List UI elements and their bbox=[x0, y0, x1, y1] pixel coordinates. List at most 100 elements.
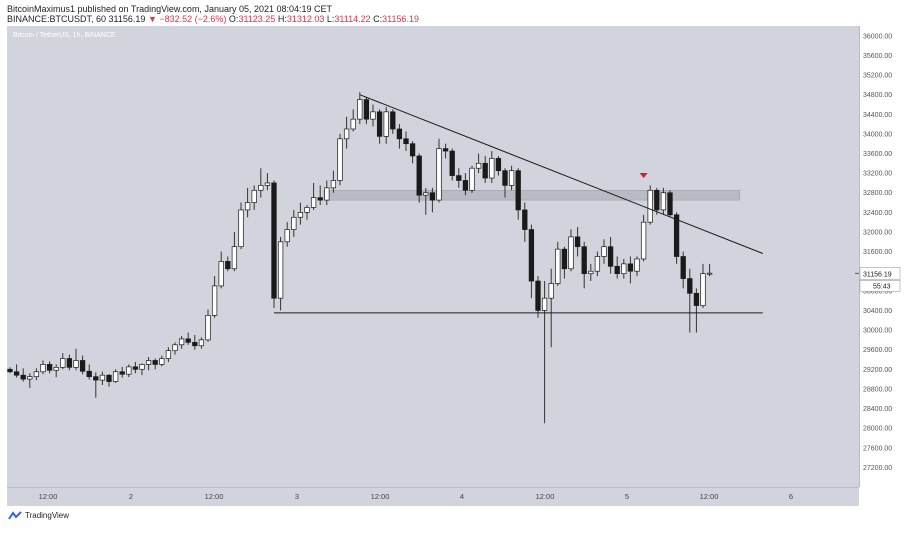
last-price-badge bbox=[859, 267, 901, 280]
high-label: H: bbox=[277, 14, 287, 24]
candle-body bbox=[238, 209, 244, 248]
candle-body bbox=[581, 246, 587, 275]
candle-body bbox=[284, 229, 290, 243]
price-tick-label: 27600.00 bbox=[863, 445, 892, 452]
candle-body bbox=[660, 192, 667, 211]
time-tick-label: 4 bbox=[460, 492, 464, 501]
price-tick-label: 29600.00 bbox=[863, 347, 892, 354]
candle-body bbox=[370, 111, 376, 120]
candle-body bbox=[555, 248, 561, 284]
candle-body bbox=[126, 366, 132, 375]
time-tick-label: 12:00 bbox=[371, 492, 390, 501]
ohlc-bar: BINANCE:BTCUSDT, 60 31156.19 ▼ −832.52 (… bbox=[7, 14, 419, 24]
price-tick-label: 28000.00 bbox=[863, 426, 892, 433]
last-price-badge-text: 31156.19 bbox=[863, 271, 892, 278]
candle-body bbox=[396, 128, 403, 140]
price-tick-label: 31600.00 bbox=[863, 249, 892, 256]
candle-body bbox=[416, 155, 422, 196]
candle-body bbox=[436, 148, 442, 201]
price-tick-label: 34800.00 bbox=[863, 92, 892, 99]
tradingview-brand: TradingView bbox=[25, 511, 70, 520]
time-axis[interactable] bbox=[7, 487, 859, 506]
candle-body bbox=[79, 360, 86, 372]
publish-info: BitcoinMaximus1 published on TradingView… bbox=[7, 4, 332, 14]
candle-body bbox=[495, 158, 502, 172]
price-badges: 31156.19 55:43 bbox=[855, 267, 901, 292]
low-label: L: bbox=[326, 14, 335, 24]
symbol-pair: BINANCE:BTCUSDT, 60 bbox=[7, 14, 107, 24]
candle-body bbox=[594, 256, 601, 272]
candle-body bbox=[93, 376, 99, 381]
candle-body bbox=[403, 138, 409, 145]
candle-body bbox=[297, 212, 304, 218]
price-tick-label: 33600.00 bbox=[863, 151, 892, 158]
candle-body bbox=[251, 189, 257, 203]
candle-body bbox=[86, 370, 92, 378]
descending-trendline bbox=[359, 94, 763, 254]
time-tick-label: 3 bbox=[295, 492, 299, 501]
candle-body bbox=[185, 338, 191, 343]
candle-body bbox=[423, 192, 429, 196]
candle-body bbox=[33, 371, 40, 378]
candle-body bbox=[687, 278, 693, 294]
candle-body bbox=[568, 236, 574, 270]
candle-body bbox=[350, 118, 356, 130]
candle-body bbox=[13, 371, 20, 376]
candle-body bbox=[159, 358, 165, 365]
price-tick-label: 28800.00 bbox=[863, 386, 892, 393]
price-tick-label: 34000.00 bbox=[863, 131, 892, 138]
candle-body bbox=[647, 189, 653, 223]
candle-body bbox=[429, 192, 436, 201]
candle-body bbox=[106, 374, 112, 382]
candle-body bbox=[304, 207, 310, 213]
candle-body bbox=[621, 263, 627, 275]
candle-body bbox=[225, 261, 231, 270]
candle-body bbox=[667, 192, 673, 216]
candle-body bbox=[700, 273, 706, 306]
candle-body bbox=[211, 285, 218, 316]
price-tick-label: 35200.00 bbox=[863, 73, 892, 80]
trendlines-layer bbox=[274, 94, 763, 314]
candle-body bbox=[20, 374, 26, 380]
candle-body bbox=[205, 315, 211, 341]
time-tick-label: 12:00 bbox=[536, 492, 555, 501]
candle-body bbox=[502, 170, 508, 186]
candle-body bbox=[442, 148, 449, 152]
candle-body bbox=[66, 358, 73, 368]
candle-body bbox=[528, 229, 535, 282]
candle-body bbox=[60, 358, 66, 368]
last-price: 31156.19 bbox=[108, 14, 146, 24]
candle-body bbox=[376, 111, 383, 137]
candle-body bbox=[508, 170, 515, 186]
price-axis[interactable] bbox=[859, 26, 901, 487]
open-label: O: bbox=[228, 14, 239, 24]
chart-pane[interactable] bbox=[7, 26, 859, 487]
candle-body bbox=[541, 297, 548, 311]
candle-body bbox=[264, 182, 271, 186]
time-tick-label: 12:00 bbox=[700, 492, 719, 501]
candle-body bbox=[601, 246, 607, 257]
candle-body bbox=[614, 265, 620, 275]
candle-body bbox=[383, 111, 389, 137]
candle-body bbox=[706, 272, 713, 275]
candle-body bbox=[522, 209, 528, 230]
candle-body bbox=[165, 350, 172, 359]
candle-body bbox=[574, 236, 581, 248]
candle-body bbox=[627, 263, 634, 272]
symbol-description: Bitcoin / TetherUS, 1h, BINANCE bbox=[13, 32, 116, 39]
close-label: C: bbox=[373, 14, 383, 24]
candle-body bbox=[145, 360, 152, 365]
countdown-badge-text: 55:43 bbox=[873, 283, 891, 290]
tradingview-logo[interactable]: TradingView bbox=[8, 511, 69, 520]
price-tick-label: 30800.00 bbox=[863, 288, 892, 295]
candle-body bbox=[363, 99, 370, 120]
price-change: ▼ −832.52 (−2.6%) bbox=[147, 14, 227, 24]
candle-body bbox=[277, 241, 284, 299]
candle-body bbox=[588, 270, 594, 275]
price-tick-label: 34400.00 bbox=[863, 112, 892, 119]
candle-body bbox=[548, 283, 554, 299]
candle-body bbox=[330, 180, 337, 189]
price-tick-label: 35600.00 bbox=[863, 53, 892, 60]
candle-body bbox=[469, 167, 475, 191]
